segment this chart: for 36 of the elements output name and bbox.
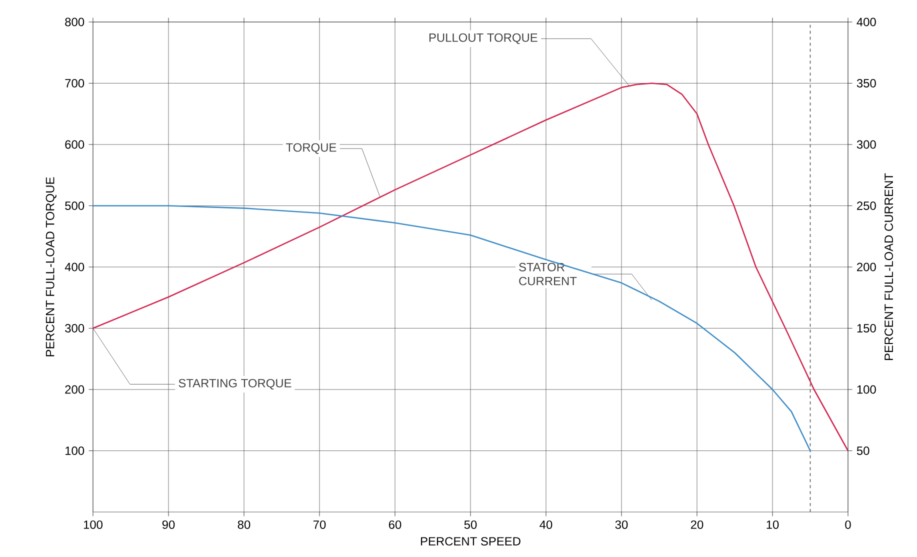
annotation: TORQUE [286,143,336,154]
y2-tick-label: 300 [856,140,876,149]
annotation: STATOR CURRENT [519,262,577,286]
y-tick-label: 600 [65,140,84,149]
y-tick-label: 400 [64,262,84,272]
y-tick-label: 500 [65,202,84,210]
y-tick-label: 100 [66,446,84,455]
y-axis-title: PERCENT FULL-LOAD TORQUE [46,177,56,356]
x-tick-label: 90 [162,520,175,529]
y2-tick-label: 200 [857,262,876,272]
y-tick-label: 200 [65,385,84,394]
x-tick-label: 50 [464,520,477,529]
y-tick-label: 300 [65,324,84,332]
x-tick-label: 100 [84,520,102,529]
y2-tick-label: 250 [857,202,876,210]
y2-tick-label: 400 [856,18,876,26]
y2-tick-label: 350 [856,79,876,88]
x-axis-title: PERCENT SPEED [420,537,520,546]
x-tick-label: 30 [615,520,628,529]
y2-tick-label: 150 [857,324,876,332]
y2-tick-label: 50 [856,446,870,455]
annotation: PULLOUT TORQUE [429,33,538,44]
x-tick-label: 20 [690,520,704,529]
y-tick-label: 800 [65,18,84,26]
x-tick-label: 40 [540,520,552,529]
line-series [92,205,811,452]
x-tick-label: 60 [388,520,402,529]
annotation: STARTING TORQUE [178,378,292,390]
y2-tick-label: 100 [857,385,876,394]
x-tick-label: 0 [845,520,851,529]
x-tick-label: 10 [766,520,779,529]
y2-axis-title: PERCENT FULL-LOAD CURRENT [884,173,894,360]
x-tick-label: 70 [313,520,326,529]
y-tick-label: 700 [65,79,84,88]
line-series [92,82,848,452]
x-tick-label: 80 [238,520,250,529]
